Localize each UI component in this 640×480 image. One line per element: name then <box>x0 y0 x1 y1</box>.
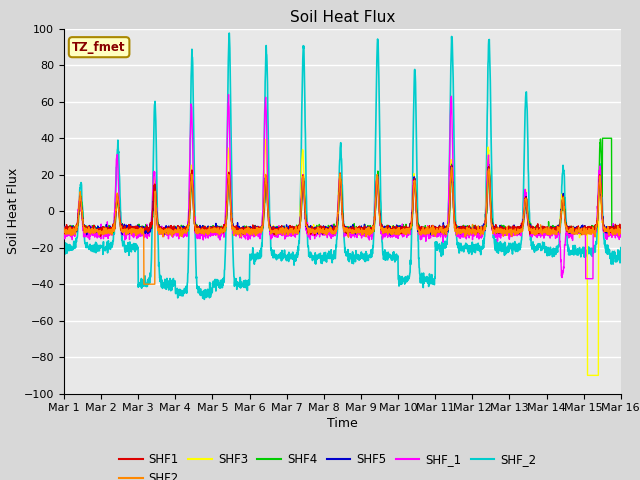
Title: Soil Heat Flux: Soil Heat Flux <box>290 10 395 25</box>
Line: SHF_2: SHF_2 <box>64 33 621 300</box>
SHF4 <box>504 228 512 234</box>
SHF4 <box>216 229 223 235</box>
SHF4 <box>359 227 367 232</box>
SHF1 <box>584 224 591 230</box>
Line: SHF5: SHF5 <box>64 166 621 235</box>
SHF2 <box>448 165 456 170</box>
SHF4 <box>617 225 625 231</box>
SHF_1 <box>216 231 223 237</box>
SHF4 <box>239 232 246 238</box>
Line: SHF4: SHF4 <box>64 138 621 235</box>
SHF5 <box>216 227 223 232</box>
SHF_1 <box>371 209 379 215</box>
SHF1 <box>60 227 68 233</box>
SHF_2 <box>568 251 576 256</box>
SHF4 <box>598 135 606 141</box>
SHF_1 <box>617 230 625 236</box>
SHF5 <box>387 232 394 238</box>
SHF_2 <box>60 240 68 246</box>
Legend: SHF1, SHF2, SHF3, SHF4, SHF5, SHF_1, SHF_2: SHF1, SHF2, SHF3, SHF4, SHF5, SHF_1, SHF… <box>115 448 541 480</box>
SHF_2 <box>225 30 233 36</box>
SHF4 <box>371 220 379 226</box>
SHF3 <box>504 228 512 233</box>
SHF1 <box>371 217 379 223</box>
SHF_1 <box>582 276 589 282</box>
SHF3 <box>584 229 591 235</box>
SHF2 <box>359 229 367 235</box>
SHF4 <box>568 226 575 231</box>
SHF4 <box>584 228 591 234</box>
SHF1 <box>505 223 513 229</box>
SHF_2 <box>359 254 367 260</box>
SHF_2 <box>505 246 513 252</box>
SHF_2 <box>371 169 379 175</box>
Line: SHF1: SHF1 <box>64 166 621 236</box>
SHF1 <box>568 227 576 232</box>
SHF3 <box>371 207 379 213</box>
SHF4 <box>60 227 68 232</box>
SHF5 <box>448 163 456 168</box>
SHF5 <box>358 230 366 236</box>
SHF2 <box>216 232 223 238</box>
SHF5 <box>568 228 576 233</box>
SHF_1 <box>584 276 591 282</box>
Text: TZ_fmet: TZ_fmet <box>72 41 126 54</box>
SHF5 <box>505 225 513 231</box>
SHF5 <box>584 228 591 233</box>
SHF1 <box>359 226 367 232</box>
SHF_1 <box>60 231 68 237</box>
SHF_1 <box>504 230 512 236</box>
SHF_2 <box>584 248 591 253</box>
SHF2 <box>505 227 513 233</box>
SHF2 <box>568 226 576 231</box>
SHF1 <box>448 163 456 168</box>
SHF2 <box>617 230 625 236</box>
SHF3 <box>359 228 367 233</box>
SHF_1 <box>359 228 367 233</box>
Y-axis label: Soil Heat Flux: Soil Heat Flux <box>7 168 20 254</box>
X-axis label: Time: Time <box>327 418 358 431</box>
Line: SHF_1: SHF_1 <box>64 95 621 279</box>
SHF_2 <box>216 283 223 288</box>
SHF2 <box>371 217 379 223</box>
SHF3 <box>262 136 269 142</box>
SHF_1 <box>225 92 232 97</box>
SHF1 <box>97 233 104 239</box>
SHF2 <box>60 225 68 231</box>
Line: SHF3: SHF3 <box>64 139 621 375</box>
SHF3 <box>216 225 223 231</box>
SHF_1 <box>568 235 575 241</box>
SHF2 <box>140 281 148 287</box>
SHF3 <box>617 227 625 233</box>
SHF3 <box>584 372 591 378</box>
SHF5 <box>617 227 625 233</box>
SHF3 <box>568 232 575 238</box>
SHF_2 <box>200 297 208 302</box>
SHF5 <box>371 217 378 223</box>
SHF_2 <box>617 245 625 251</box>
SHF1 <box>216 225 223 231</box>
SHF1 <box>617 226 625 232</box>
SHF2 <box>584 228 591 234</box>
Line: SHF2: SHF2 <box>64 168 621 284</box>
SHF3 <box>60 228 68 233</box>
SHF5 <box>60 223 68 229</box>
